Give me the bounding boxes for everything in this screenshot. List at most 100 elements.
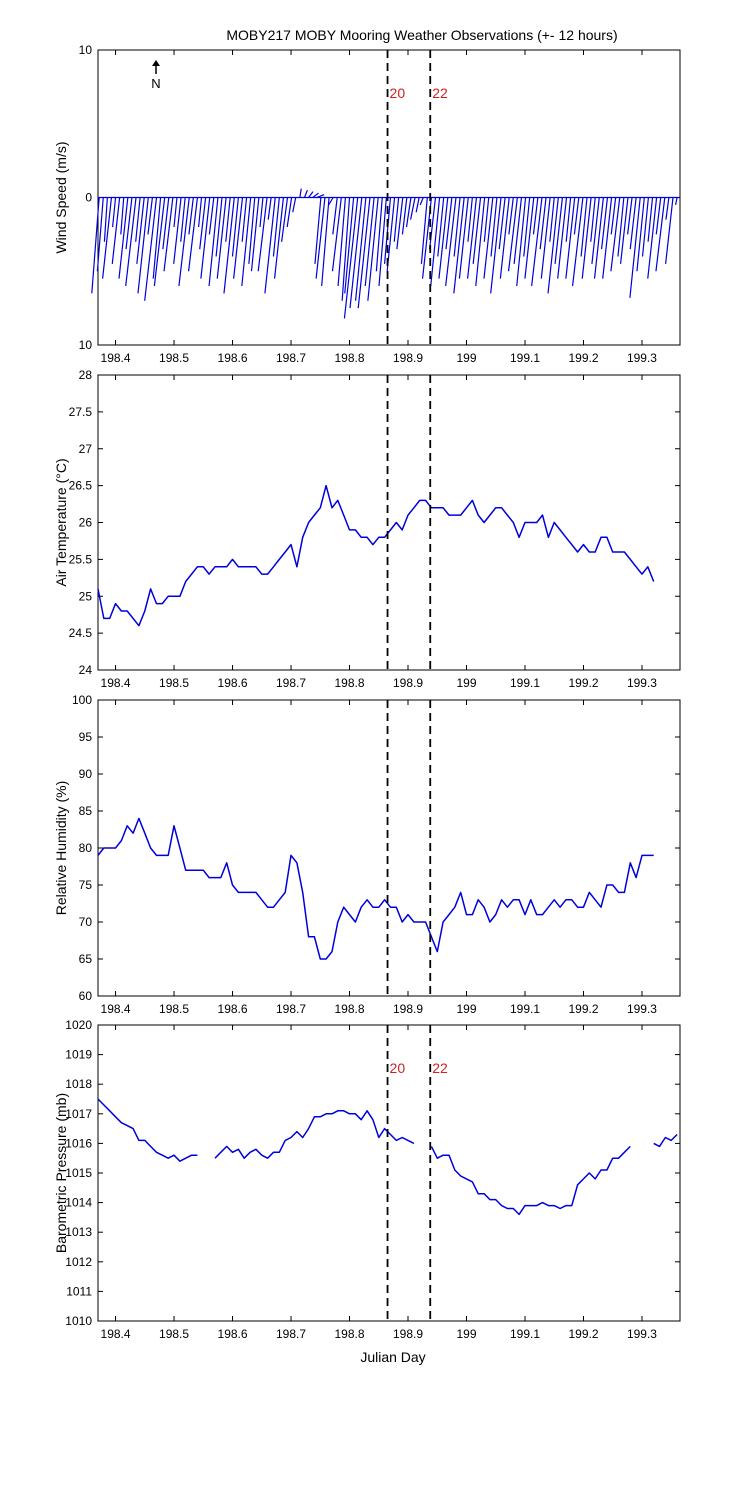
wind-vector bbox=[610, 197, 621, 272]
wind-vector bbox=[331, 197, 342, 272]
wind-vector bbox=[197, 197, 203, 228]
wind-vector bbox=[655, 197, 662, 235]
wind-vector bbox=[565, 197, 572, 242]
relative_humidity-ytick-label: 70 bbox=[79, 915, 93, 929]
wind-vector bbox=[490, 197, 498, 257]
north-arrow-icon: N bbox=[151, 60, 161, 91]
barometric_pressure-xtick-label: 198.6 bbox=[218, 1327, 248, 1341]
wind-vector bbox=[233, 197, 244, 279]
air_temperature-xtick-label: 199.2 bbox=[568, 676, 598, 690]
wind-vector bbox=[483, 197, 494, 279]
air_temperature-ylabel: Air Temperature (°C) bbox=[53, 458, 69, 586]
wind-vector bbox=[125, 197, 137, 287]
air_temperature-ytick-label: 26 bbox=[79, 516, 93, 530]
wind-vector bbox=[401, 197, 408, 235]
wind-vector bbox=[259, 197, 264, 228]
event-marker-label: 22 bbox=[432, 1060, 448, 1076]
barometric_pressure-xtick-label: 198.4 bbox=[101, 1327, 131, 1341]
wind-vector bbox=[328, 197, 334, 206]
wind-vector bbox=[665, 197, 674, 264]
wind-vector bbox=[410, 197, 416, 220]
wind-vector bbox=[445, 197, 457, 287]
wind-vector bbox=[299, 188, 302, 198]
wind-vector bbox=[516, 197, 527, 287]
wind-vector bbox=[147, 197, 153, 235]
wind-vector bbox=[120, 197, 125, 235]
relative_humidity-xtick-label: 199 bbox=[456, 1002, 476, 1016]
wind-vector bbox=[208, 197, 215, 235]
wind-vector bbox=[420, 197, 428, 264]
relative_humidity-ytick-label: 100 bbox=[72, 693, 92, 707]
wind-vector bbox=[111, 197, 121, 264]
wind-vector bbox=[508, 197, 514, 235]
wind-vector bbox=[349, 197, 363, 309]
wind-xtick-label: 199.1 bbox=[510, 351, 540, 365]
wind-vector bbox=[316, 193, 325, 199]
barometric_pressure-ytick-label: 1014 bbox=[65, 1196, 92, 1210]
wind-vector bbox=[524, 197, 535, 279]
wind-vector bbox=[475, 197, 486, 287]
panel-air_temperature: 24 24.5 25 25.5 26 26.5 27 27.5 28 198.4 198.5 198.… bbox=[53, 368, 681, 690]
wind-vector bbox=[405, 197, 412, 228]
wind-vector bbox=[549, 197, 555, 242]
relative_humidity-xtick-label: 198.7 bbox=[276, 1002, 306, 1016]
wind-vector bbox=[135, 197, 141, 242]
wind-vector bbox=[208, 197, 219, 287]
wind-xtick-label: 198.6 bbox=[218, 351, 248, 365]
wind-vector bbox=[437, 197, 445, 257]
wind-vector bbox=[619, 197, 629, 264]
wind-vector bbox=[125, 197, 133, 250]
wind-vector bbox=[565, 197, 576, 279]
wind-vector bbox=[415, 197, 420, 213]
barometric_pressure-line bbox=[214, 1110, 415, 1159]
wind-vector bbox=[337, 197, 347, 287]
wind-vector bbox=[173, 197, 182, 264]
barometric_pressure-ytick-label: 1015 bbox=[65, 1166, 92, 1180]
barometric_pressure-line bbox=[430, 1145, 631, 1216]
barometric_pressure-ytick-label: 1018 bbox=[65, 1077, 92, 1091]
wind-vector bbox=[312, 192, 319, 198]
relative_humidity-ytick-label: 65 bbox=[79, 952, 93, 966]
air_temperature-xtick-label: 199.3 bbox=[627, 676, 657, 690]
wind-ylabel: Wind Speed (m/s) bbox=[53, 141, 69, 253]
air_temperature-ytick-label: 26.5 bbox=[69, 479, 93, 493]
wind-vector bbox=[573, 197, 580, 235]
barometric_pressure-xtick-label: 199.3 bbox=[627, 1327, 657, 1341]
air_temperature-ytick-label: 27 bbox=[79, 442, 93, 456]
air_temperature-line bbox=[97, 484, 655, 627]
relative_humidity-xtick-label: 199.1 bbox=[510, 1002, 540, 1016]
wind-vector bbox=[257, 197, 268, 272]
wind-vector bbox=[636, 197, 645, 272]
wind-vector bbox=[419, 197, 424, 206]
wind-vector bbox=[641, 197, 650, 257]
wind-vector bbox=[539, 197, 547, 250]
air_temperature-ytick-label: 24.5 bbox=[69, 626, 93, 640]
relative_humidity-xtick-label: 199.3 bbox=[627, 1002, 657, 1016]
wind-vector bbox=[225, 197, 231, 242]
wind-vector bbox=[248, 197, 256, 264]
wind-xtick-label: 198.9 bbox=[393, 351, 423, 365]
barometric_pressure-ytick-label: 1016 bbox=[65, 1136, 92, 1150]
wind-vector bbox=[199, 197, 207, 250]
wind-vector bbox=[96, 197, 104, 272]
wind-vector bbox=[215, 197, 223, 257]
wind-vector bbox=[629, 197, 641, 298]
wind-vector bbox=[315, 197, 326, 279]
wind-vector bbox=[647, 197, 654, 242]
wind-vector bbox=[490, 197, 502, 294]
air_temperature-xtick-label: 198.9 bbox=[393, 676, 423, 690]
wind-vector bbox=[430, 197, 441, 287]
wind-vector bbox=[152, 197, 162, 279]
wind-vector bbox=[354, 197, 367, 301]
wind-vector bbox=[144, 197, 158, 301]
air_temperature-ytick-label: 25 bbox=[79, 589, 93, 603]
wind-vector bbox=[321, 197, 330, 287]
barometric_pressure-ytick-label: 1017 bbox=[65, 1107, 92, 1121]
wind-vector bbox=[303, 189, 308, 198]
wind-xtick-label: 198.5 bbox=[159, 351, 189, 365]
wind-vector bbox=[507, 197, 518, 272]
wind-vector bbox=[292, 197, 297, 213]
air_temperature-xtick-label: 199.1 bbox=[510, 676, 540, 690]
air_temperature-xtick-label: 199 bbox=[456, 676, 476, 690]
